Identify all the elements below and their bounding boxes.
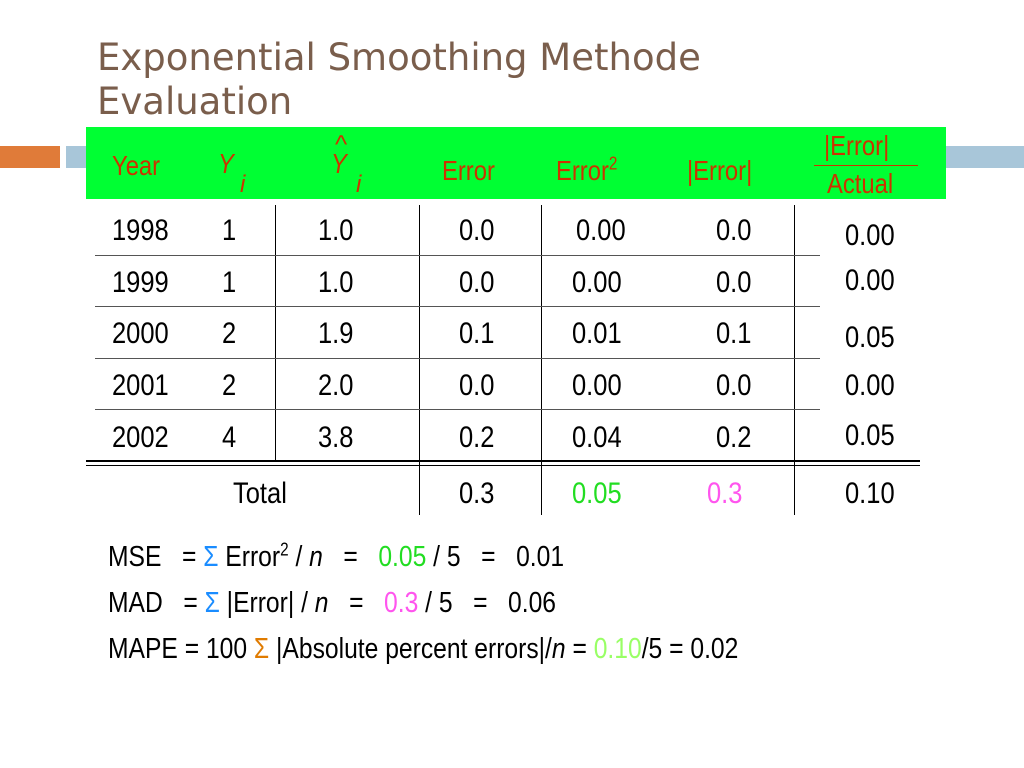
row-5-year: 2002 [112,421,169,454]
total-error: 0.3 [459,477,495,510]
header-year: Year [112,150,161,181]
accent-bar-orange [0,146,60,168]
row-5-ratio: 0.05 [845,419,895,452]
row-5-error: 0.2 [459,421,495,454]
header-y-sub: i [240,171,246,198]
row-2-ratio: 0.00 [845,264,895,297]
row-divider-2 [95,306,820,307]
row-1-year: 1998 [112,214,169,247]
table-header: Year Y i ^ Y i Error Error2 |Error| |Err… [86,127,946,199]
row-4-abs-error: 0.0 [716,369,752,402]
total-divider-top [86,460,920,462]
row-1-abs-error: 0.0 [716,214,752,247]
row-1-yhat: 1.0 [318,214,354,247]
row-4-y: 2 [222,369,237,402]
accent-bar-blue-right [946,146,1024,168]
row-1-ratio: 0.00 [845,219,895,252]
row-2-y: 1 [222,266,237,299]
row-3-yhat: 1.9 [318,317,354,350]
slide-title: Exponential Smoothing Methode Evaluation [97,36,701,124]
row-5-error2: 0.04 [572,421,622,454]
column-divider-2 [419,205,420,515]
row-2-year: 1999 [112,266,169,299]
header-yhat-hat: ^ [335,129,348,159]
total-ratio: 0.10 [845,477,895,510]
sigma-symbol: Σ [203,541,219,573]
mape-formula: MAPE = 100 Σ |Absolute percent errors|/n… [108,633,739,665]
row-4-ratio: 0.00 [845,369,895,402]
row-2-error2: 0.00 [572,266,622,299]
total-label: Total [233,477,287,510]
row-2-error: 0.0 [459,266,495,299]
header-ratio-top: |Error| [824,130,890,161]
row-divider-4 [95,409,820,410]
header-ratio-divider [814,165,918,166]
row-5-yhat: 3.8 [318,421,354,454]
row-2-abs-error: 0.0 [716,266,752,299]
row-divider-1 [95,255,820,256]
total-abs-error: 0.3 [707,477,743,510]
row-5-abs-error: 0.2 [716,421,752,454]
mad-formula: MAD = Σ |Error| / n = 0.3 / 5 = 0.06 [108,587,557,619]
sigma-symbol: Σ [253,633,270,665]
header-error-squared: Error2 [556,153,618,186]
header-y: Y [218,148,234,179]
row-5-y: 4 [222,421,237,454]
accent-bar-blue-left [66,146,86,168]
sigma-symbol: Σ [204,587,220,619]
row-4-error2: 0.00 [572,369,622,402]
header-error: Error [442,155,495,186]
header-yhat: Y [331,148,347,179]
title-line-1: Exponential Smoothing Methode [97,36,701,79]
row-divider-3 [95,358,820,359]
row-2-yhat: 1.0 [318,266,354,299]
header-ratio-bottom: Actual [827,168,894,199]
column-divider-1 [275,205,276,460]
row-3-year: 2000 [112,317,169,350]
row-1-y: 1 [222,214,237,247]
column-divider-3 [541,205,542,515]
total-divider-bottom [86,465,920,466]
row-3-error2: 0.01 [572,317,622,350]
row-4-yhat: 2.0 [318,369,354,402]
row-3-abs-error: 0.1 [716,317,752,350]
row-3-error: 0.1 [459,317,495,350]
row-1-error2: 0.00 [576,214,626,247]
row-3-y: 2 [222,317,237,350]
row-4-year: 2001 [112,369,169,402]
header-abs-error: |Error| [687,155,753,186]
row-4-error: 0.0 [459,369,495,402]
row-1-error: 0.0 [459,214,495,247]
row-3-ratio: 0.05 [845,321,895,354]
mse-formula: MSE = Σ Error2 / n = 0.05 / 5 = 0.01 [108,539,565,573]
header-yhat-sub: i [356,171,362,198]
title-line-2: Evaluation [97,80,293,123]
total-error2: 0.05 [572,477,622,510]
column-divider-4 [794,205,795,515]
